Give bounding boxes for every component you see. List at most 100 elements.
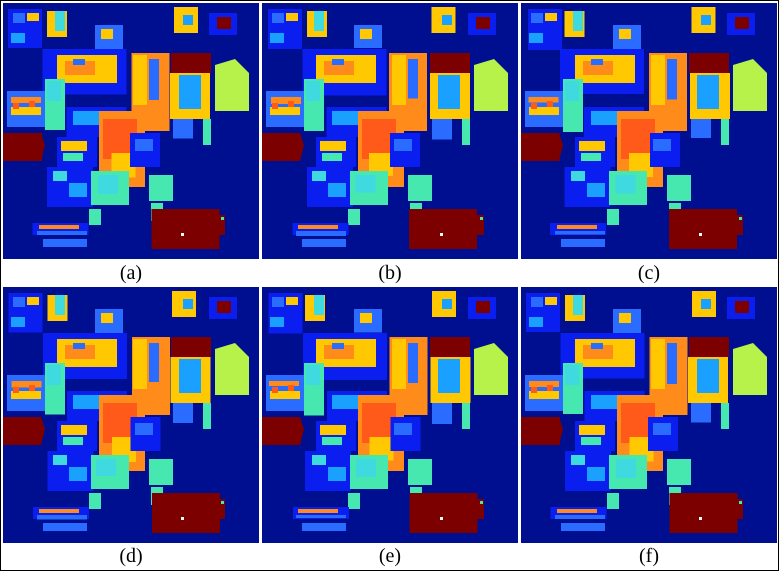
map-region — [739, 501, 742, 504]
map-region — [733, 343, 767, 395]
map-region — [529, 33, 543, 43]
map-region — [462, 119, 470, 145]
map-region — [394, 139, 412, 151]
map-region — [667, 59, 677, 100]
map-region — [348, 493, 360, 509]
map-region — [521, 133, 563, 161]
map-region — [689, 337, 729, 357]
map-svg — [3, 3, 259, 259]
map-region — [215, 343, 249, 395]
map-region — [557, 225, 597, 229]
map-region — [69, 183, 87, 197]
map-region — [149, 459, 173, 485]
map-region — [288, 385, 294, 391]
map-region — [3, 133, 45, 161]
map-region — [440, 517, 443, 520]
map-region — [531, 13, 543, 23]
map-region — [324, 345, 354, 359]
map-region — [691, 119, 711, 138]
map-region — [11, 317, 25, 327]
map-region — [270, 33, 284, 43]
map-region — [591, 343, 603, 349]
map-region — [701, 15, 711, 25]
map-region — [314, 295, 324, 315]
map-region — [571, 455, 585, 465]
map-region — [217, 215, 225, 235]
map-region — [89, 209, 101, 225]
map-region — [529, 107, 559, 115]
map-region — [217, 499, 225, 519]
map-region — [739, 217, 742, 220]
map-region — [573, 11, 583, 31]
map-region — [409, 493, 478, 533]
map-region — [735, 17, 749, 29]
map-region — [529, 381, 559, 387]
map-region — [521, 417, 563, 445]
map-region — [37, 515, 87, 520]
map-region — [408, 59, 418, 99]
map-region — [394, 423, 412, 435]
map-region — [11, 107, 41, 115]
map-region — [565, 365, 579, 385]
map-region — [369, 437, 394, 461]
map-region — [529, 391, 559, 399]
map-region — [133, 55, 147, 105]
map-region — [11, 33, 25, 43]
map-region — [583, 345, 613, 359]
map-region — [133, 339, 147, 389]
map-region — [545, 297, 557, 305]
map-region — [667, 459, 691, 485]
map-region — [269, 381, 299, 386]
map-region — [39, 509, 79, 513]
map-region — [183, 15, 193, 25]
map-region — [579, 141, 605, 151]
map-region — [667, 343, 677, 384]
map-region — [13, 387, 19, 393]
caption-b: (b) — [378, 262, 402, 284]
map-region — [65, 345, 95, 359]
map-region — [135, 423, 153, 435]
map-region — [13, 297, 25, 307]
map-region — [272, 387, 278, 393]
map-region — [721, 119, 729, 145]
map-region — [474, 59, 508, 111]
map-region — [73, 343, 85, 349]
map-region — [306, 81, 320, 101]
map-region — [272, 13, 284, 23]
map-region — [149, 343, 159, 382]
map-region — [531, 297, 543, 307]
map-region — [203, 119, 211, 145]
map-region — [217, 17, 231, 29]
map-region — [221, 217, 224, 220]
map-region — [272, 103, 278, 109]
map-region — [61, 141, 87, 151]
map-region — [181, 517, 184, 520]
map-region — [53, 455, 67, 465]
map-region — [442, 299, 452, 309]
map-region — [270, 391, 300, 399]
map-region — [555, 231, 605, 235]
map-region — [328, 467, 346, 481]
map-region — [296, 515, 346, 518]
map-region — [171, 337, 211, 357]
map-region — [555, 515, 605, 519]
map-region — [545, 13, 557, 21]
map-region — [651, 339, 665, 389]
map-region — [13, 103, 19, 109]
map-region — [432, 403, 452, 424]
map-region — [667, 175, 691, 201]
map-region — [324, 61, 354, 75]
map-region — [474, 343, 508, 395]
map-region — [531, 103, 537, 109]
map-region — [221, 501, 224, 504]
map-region — [653, 139, 671, 151]
map-region — [29, 385, 35, 391]
map-region — [408, 175, 432, 201]
map-region — [408, 343, 418, 383]
map-region — [408, 459, 432, 485]
map-region — [320, 141, 346, 151]
map-region — [312, 171, 326, 181]
map-region — [43, 239, 87, 247]
map-region — [63, 153, 83, 161]
map-region — [547, 385, 553, 391]
